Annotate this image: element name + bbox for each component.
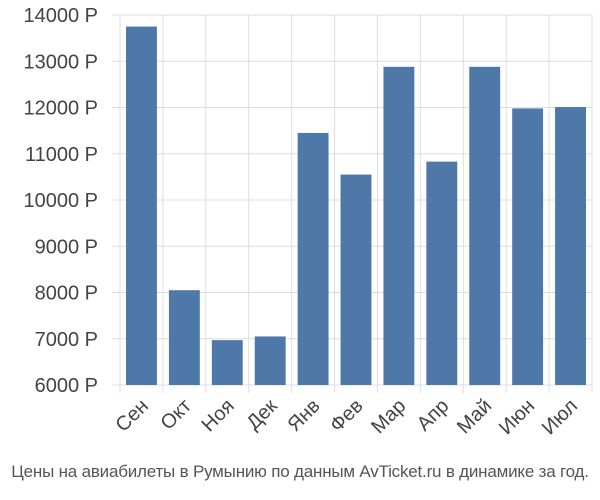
bar	[126, 26, 157, 385]
bar	[555, 107, 586, 385]
bar	[469, 66, 501, 386]
bar	[383, 66, 415, 386]
x-tick-label: Янв	[284, 395, 325, 436]
x-tick-label: Окт	[157, 395, 196, 434]
y-tick-label: 7000 Р	[35, 329, 98, 351]
bar	[340, 174, 372, 385]
x-tick-label: Мар	[367, 395, 410, 438]
grid-lines	[112, 14, 593, 393]
x-tick-label: Апр	[413, 395, 454, 436]
x-tick-label: Июн	[495, 395, 539, 439]
x-tick-label: Дек	[243, 395, 282, 434]
y-tick-label: 8000 Р	[35, 283, 98, 305]
y-tick-label: 10000 Р	[23, 190, 98, 212]
bar	[297, 132, 329, 385]
y-tick-label: 6000 Р	[35, 375, 98, 397]
bar	[426, 161, 458, 385]
x-tick-label: Май	[453, 395, 496, 438]
y-tick-label: 12000 Р	[23, 98, 98, 120]
y-tick-label: 14000 Р	[23, 5, 98, 27]
bar	[211, 340, 243, 385]
y-axis-tick-labels: 6000 Р 7000 Р 8000 Р 9000 Р 10000 Р 11000 Р 12…	[23, 5, 98, 397]
x-tick-label: Ноя	[198, 395, 239, 436]
x-tick-label: Сен	[112, 395, 153, 436]
bar	[512, 108, 544, 386]
y-tick-label: 13000 Р	[23, 51, 98, 73]
bar	[168, 290, 200, 385]
y-tick-label: 11000 Р	[25, 144, 98, 166]
y-tick-label: 9000 Р	[35, 236, 98, 258]
x-tick-label: Фев	[326, 395, 368, 437]
bar	[254, 336, 286, 385]
bars	[126, 26, 586, 386]
chart-caption: Цены на авиабилеты в Румынию по данным A…	[11, 462, 589, 481]
x-tick-label: Июл	[538, 395, 582, 439]
